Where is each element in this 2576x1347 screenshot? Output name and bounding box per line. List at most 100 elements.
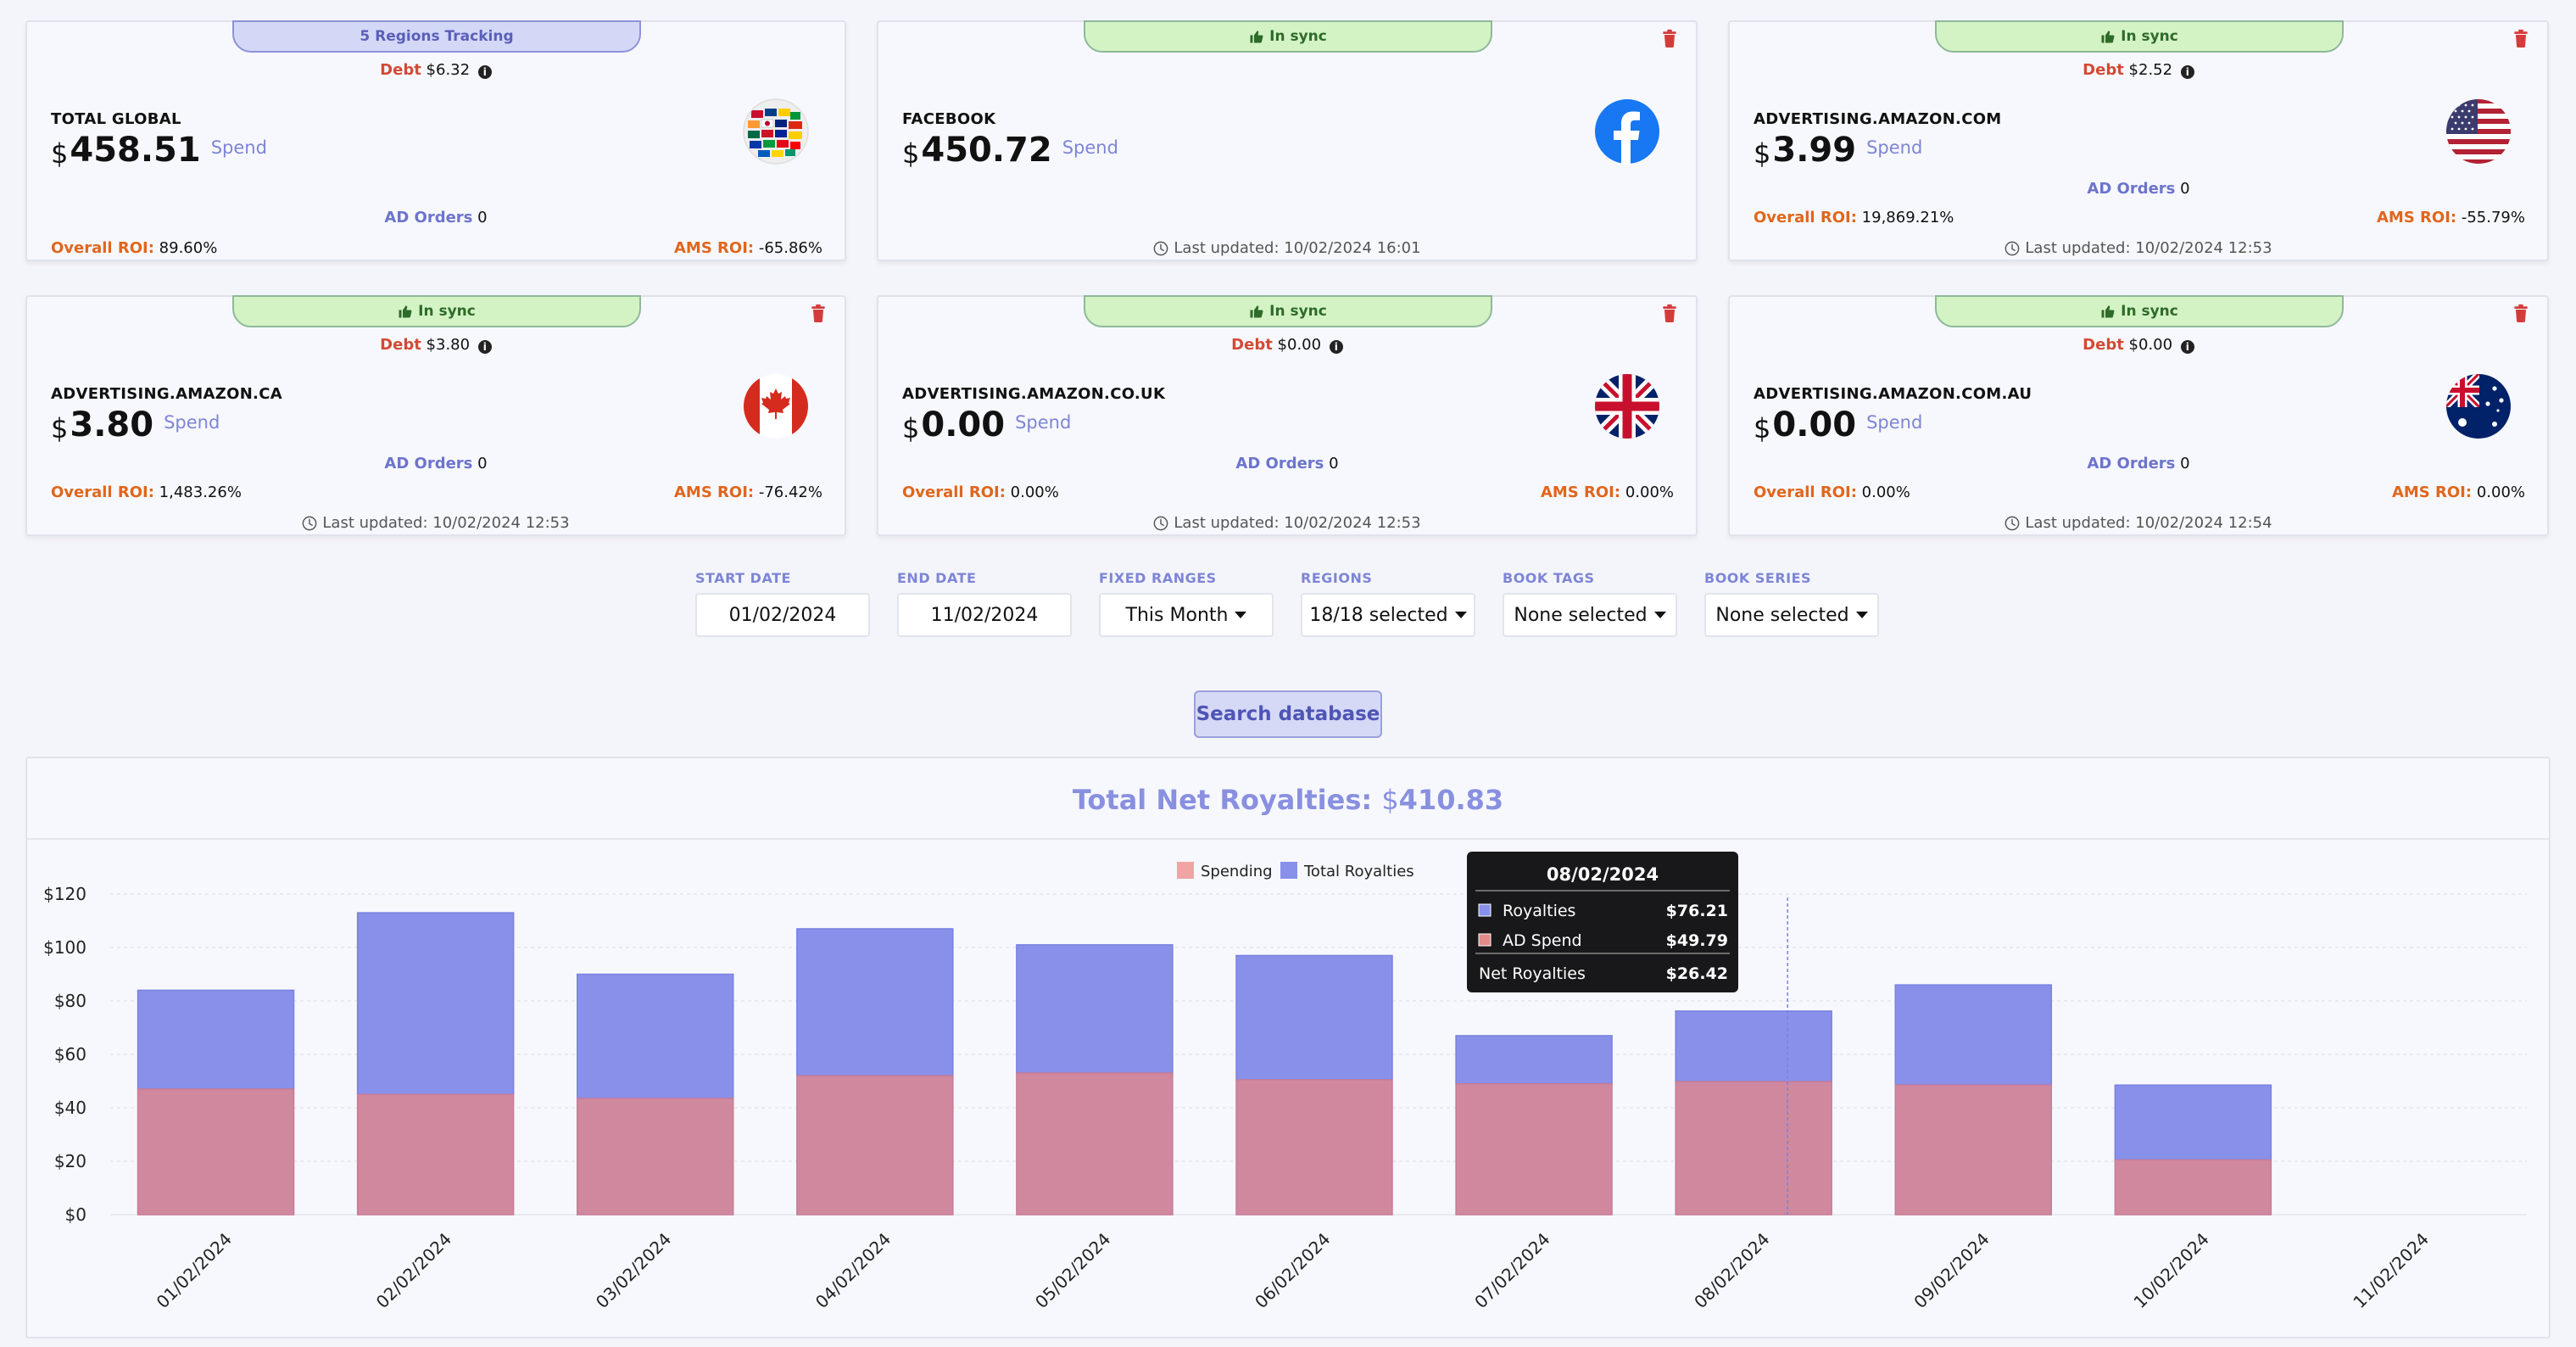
trash-icon[interactable] xyxy=(1662,29,1677,48)
bar-royalties xyxy=(1894,984,2053,1086)
facebook-logo-icon xyxy=(1595,99,1659,165)
trash-icon[interactable] xyxy=(2513,29,2529,48)
caret-down-icon xyxy=(1653,612,1666,618)
debt-label: Debt xyxy=(2083,336,2124,354)
tooltip-row-label: AD Spend xyxy=(1503,931,1582,950)
bar-spending xyxy=(1894,1084,2053,1216)
chart-title-currency: $ xyxy=(1381,784,1399,816)
x-tick-label: 09/02/2024 xyxy=(1910,1229,1993,1312)
ams-roi-label: AMS ROI: xyxy=(673,483,755,501)
overall-roi-value: 89.60% xyxy=(159,239,218,257)
account-name: TOTAL GLOBAL xyxy=(51,110,181,128)
chart-title: Total Net Royalties: $410.83 xyxy=(27,784,2549,816)
spend-amount: $ 0.00 Spend xyxy=(902,405,1071,444)
ad-orders: AD Orders 0 xyxy=(1730,455,2547,472)
tooltip-swatch xyxy=(1478,933,1492,947)
bar-spending xyxy=(576,1098,734,1216)
fixed-ranges-filter: FIXED RANGES This Month xyxy=(1099,570,1274,637)
overall-roi-label: Overall ROI: xyxy=(51,239,154,257)
end-date-value: 11/02/2024 xyxy=(930,604,1039,626)
ad-orders-label: AD Orders xyxy=(384,455,473,472)
book-tags-filter: BOOK TAGS None selected xyxy=(1503,570,1677,637)
spend-currency: $ xyxy=(1754,137,1771,170)
uk-flag-icon xyxy=(1595,374,1659,439)
tooltip-net-value: $26.42 xyxy=(1666,964,1728,983)
search-database-button[interactable]: Search database xyxy=(1194,690,1382,738)
royalties-bar-chart: $0 $20 $40 $60 $80 $100 $120 01/02/2024 02/02/20… xyxy=(43,852,2527,1312)
regions-value: 18/18 selected xyxy=(1309,604,1448,626)
bar-spending xyxy=(356,1093,515,1216)
overall-roi-value: 0.00% xyxy=(1861,483,1910,501)
ad-orders: AD Orders 0 xyxy=(878,455,1696,472)
account-name: FACEBOOK xyxy=(902,110,996,128)
spend-currency: $ xyxy=(1754,412,1771,444)
last-updated: Last updated: 10/02/2024 12:53 xyxy=(878,514,1696,532)
book-series-dropdown[interactable]: None selected xyxy=(1704,593,1879,637)
spend-amount: $ 458.51 Spend xyxy=(51,131,267,170)
y-tick-label: $0 xyxy=(65,1204,86,1225)
fixed-ranges-dropdown[interactable]: This Month xyxy=(1099,593,1274,637)
end-date-filter: END DATE 11/02/2024 xyxy=(897,570,1072,637)
info-icon[interactable]: i xyxy=(2180,65,2194,79)
overall-roi-label: Overall ROI: xyxy=(51,483,154,501)
x-tick-label: 08/02/2024 xyxy=(1690,1229,1773,1312)
last-updated: Last updated: 10/02/2024 12:54 xyxy=(1730,514,2547,532)
bar-royalties xyxy=(1016,944,1174,1074)
debt-value: 6.32 xyxy=(436,61,471,79)
spend-currency: $ xyxy=(902,412,920,444)
book-tags-value: None selected xyxy=(1514,604,1648,626)
bar-royalties xyxy=(796,928,954,1076)
regions-label: REGIONS xyxy=(1301,570,1373,586)
overall-roi-value: 0.00% xyxy=(1010,483,1059,501)
chart-title-label: Total Net Royalties: xyxy=(1072,784,1373,816)
ad-orders-value: 0 xyxy=(1329,455,1339,472)
debt-currency: $ xyxy=(2128,61,2138,79)
info-icon[interactable]: i xyxy=(1329,340,1343,354)
debt-indicator: Debt $6.32 i xyxy=(27,61,845,79)
debt-label: Debt xyxy=(1231,336,1273,354)
ad-orders: AD Orders 0 xyxy=(27,209,845,226)
us-flag-icon xyxy=(2446,99,2511,164)
trash-icon[interactable] xyxy=(2513,304,2529,322)
x-tick-label: 03/02/2024 xyxy=(592,1229,675,1312)
bar-royalties xyxy=(576,973,734,1099)
region-card: In sync Debt $2.52 i ADVERTISING.AMAZON.… xyxy=(1728,20,2549,261)
bar-spending xyxy=(1675,1081,1832,1216)
info-icon[interactable]: i xyxy=(477,65,492,79)
info-icon[interactable]: i xyxy=(2180,340,2194,354)
region-card: In sync FACEBOOK $ 450.72 Spend Last upd… xyxy=(877,20,1698,261)
ad-orders-label: AD Orders xyxy=(2087,180,2176,198)
bar-spending xyxy=(796,1075,954,1216)
legend-royalties-label: Total Royalties xyxy=(1303,863,1414,880)
x-tick-label: 01/02/2024 xyxy=(153,1229,236,1312)
clock-icon xyxy=(1154,241,1168,255)
book-series-filter: BOOK SERIES None selected xyxy=(1704,570,1879,637)
start-date-input[interactable]: 01/02/2024 xyxy=(695,593,870,637)
trash-icon[interactable] xyxy=(811,304,826,322)
account-name: ADVERTISING.AMAZON.COM xyxy=(1754,110,2002,128)
account-name: ADVERTISING.AMAZON.CA xyxy=(51,385,282,403)
sync-status-label: In sync xyxy=(2121,28,2178,45)
info-icon[interactable]: i xyxy=(477,340,492,354)
end-date-input[interactable]: 11/02/2024 xyxy=(897,593,1072,637)
trash-icon[interactable] xyxy=(1662,304,1677,322)
bar-royalties xyxy=(1235,954,1393,1081)
sync-status-tab: In sync xyxy=(1935,20,2344,53)
spend-label: Spend xyxy=(1015,412,1072,433)
book-series-label: BOOK SERIES xyxy=(1704,570,1812,586)
overall-roi-value: 1,483.26% xyxy=(159,483,242,501)
legend-spending-swatch xyxy=(1177,862,1194,879)
regions-dropdown[interactable]: 18/18 selected xyxy=(1301,593,1475,637)
last-updated: Last updated: 10/02/2024 12:53 xyxy=(1730,239,2547,257)
tooltip-row-label: Royalties xyxy=(1503,902,1575,920)
ad-orders-value: 0 xyxy=(477,209,488,226)
thumbs-up-icon xyxy=(399,305,412,318)
sync-status-label: In sync xyxy=(2121,303,2178,320)
spend-amount: $ 450.72 Spend xyxy=(902,131,1118,170)
region-card: In sync Debt $0.00 i ADVERTISING.AMAZON.… xyxy=(1728,295,2549,536)
start-date-filter: START DATE 01/02/2024 xyxy=(695,570,870,637)
last-updated-text: Last updated: 10/02/2024 12:53 xyxy=(2025,239,2272,257)
book-tags-dropdown[interactable]: None selected xyxy=(1503,593,1677,637)
debt-label: Debt xyxy=(2083,61,2124,79)
debt-indicator: Debt $3.80 i xyxy=(27,336,845,354)
